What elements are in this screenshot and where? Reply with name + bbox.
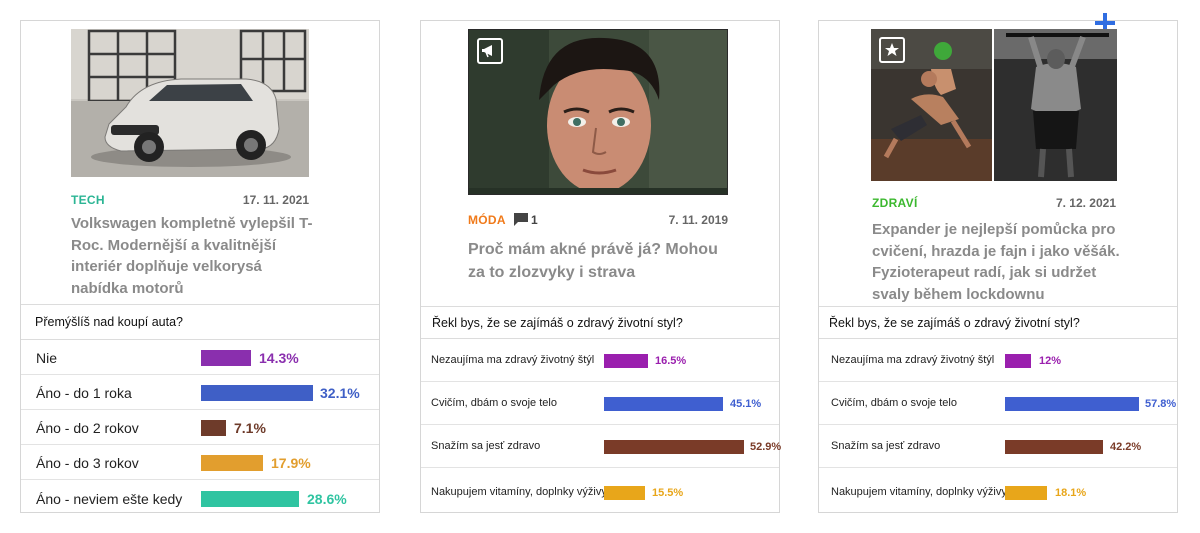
poll-option[interactable]: Nakupujem vitamíny, doplnky výživy 15.5% bbox=[421, 468, 779, 515]
poll-option[interactable]: Cvičím, dbám o svoje telo 45.1% bbox=[421, 382, 779, 425]
poll-percent: 18.1% bbox=[1055, 487, 1087, 499]
poll-option[interactable]: Cvičím, dbám o svoje telo 57.8% bbox=[819, 382, 1177, 425]
article-date: 17. 11. 2021 bbox=[242, 193, 309, 207]
poll-bar bbox=[604, 440, 744, 454]
poll-option-label: Nie bbox=[36, 350, 58, 366]
article-title[interactable]: Expander je nejlepší pomůcka pro cvičení… bbox=[872, 221, 1120, 303]
poll-question: Přemýšlíš nad koupí auta? bbox=[21, 305, 379, 340]
comment-icon[interactable] bbox=[514, 213, 528, 226]
category-label[interactable]: ZDRAVÍ bbox=[872, 196, 918, 210]
poll-bar bbox=[201, 491, 299, 507]
poll-percent: 7.1% bbox=[234, 420, 266, 436]
poll-option-label: Snažím sa jesť zdravo bbox=[831, 440, 941, 452]
poll-bar bbox=[604, 397, 723, 411]
poll-bar bbox=[1005, 440, 1103, 454]
poll-option-label: Áno - neviem ešte kedy bbox=[36, 491, 183, 507]
poll-option[interactable]: Nezaujíma ma zdravý životný štýl 12% bbox=[819, 339, 1177, 382]
poll-question: Řekl bys, že se zajímáš o zdravý životní… bbox=[819, 307, 1177, 339]
poll-option-label: Nakupujem vitamíny, doplnky výživy bbox=[431, 486, 607, 498]
poll-option[interactable]: Nie 14.3% bbox=[21, 340, 379, 375]
poll-option-label: Áno - do 3 rokov bbox=[36, 455, 139, 471]
poll-percent: 12% bbox=[1039, 355, 1062, 367]
poll-percent: 42.2% bbox=[1110, 441, 1142, 453]
article-date: 7. 11. 2019 bbox=[668, 213, 728, 227]
poll-option[interactable]: Nezaujíma ma zdravý životný štýl 16.5% bbox=[421, 339, 779, 382]
star-icon bbox=[879, 37, 905, 63]
poll-option[interactable]: Snažím sa jesť zdravo 52.9% bbox=[421, 425, 782, 468]
poll-option[interactable]: Áno - do 3 rokov 17.9% bbox=[21, 445, 379, 480]
poll-option-label: Snažím sa jesť zdravo bbox=[431, 440, 541, 452]
poll-bar bbox=[604, 354, 648, 368]
poll-option[interactable]: Áno - do 1 roka 32.1% bbox=[21, 375, 379, 410]
poll-option-label: Nakupujem vitamíny, doplnky výživy bbox=[831, 486, 1007, 498]
poll-question: Řekl bys, že se zajímáš o zdravý životní… bbox=[421, 307, 779, 339]
megaphone-icon bbox=[477, 38, 503, 64]
poll-bar bbox=[604, 486, 645, 500]
poll-bar bbox=[201, 350, 251, 366]
poll-option[interactable]: Nakupujem vitamíny, doplnky výživy 18.1% bbox=[819, 468, 1177, 515]
poll-percent: 16.5% bbox=[655, 355, 687, 367]
poll-bar bbox=[1005, 486, 1047, 500]
poll-percent: 52.9% bbox=[750, 441, 782, 453]
poll-bar bbox=[201, 455, 263, 471]
category-label[interactable]: TECH bbox=[71, 193, 105, 207]
poll: Řekl bys, že se zajímáš o zdravý životní… bbox=[819, 306, 1177, 514]
poll-percent: 32.1% bbox=[320, 385, 360, 401]
poll-option-label: Nezaujíma ma zdravý životný štýl bbox=[831, 354, 995, 366]
portrait-photo[interactable] bbox=[468, 29, 728, 195]
poll: Přemýšlíš nad koupí auta? Nie 14.3% Áno … bbox=[21, 304, 379, 514]
poll-option[interactable]: Áno - do 2 rokov 7.1% bbox=[21, 410, 379, 445]
poll-percent: 28.6% bbox=[307, 491, 347, 507]
article-card-tech[interactable]: TECH 17. 11. 2021 Volkswagen kompletně v… bbox=[20, 20, 380, 513]
poll-option-label: Áno - do 2 rokov bbox=[36, 420, 139, 436]
article-card-fashion[interactable]: MÓDA 1 7. 11. 2019 Proč mám akné právě j… bbox=[420, 20, 782, 515]
poll-bar bbox=[1005, 354, 1031, 368]
poll-bar bbox=[201, 420, 226, 436]
poll-option-label: Nezaujíma ma zdravý životný štýl bbox=[431, 354, 595, 366]
car-photo[interactable] bbox=[71, 29, 309, 177]
poll-option-label: Áno - do 1 roka bbox=[36, 385, 132, 401]
poll-percent: 45.1% bbox=[730, 398, 762, 410]
article-date: 7. 12. 2021 bbox=[1055, 196, 1116, 210]
article-title[interactable]: Volkswagen kompletně vylepšil T-Roc. Mod… bbox=[71, 215, 313, 297]
article-title[interactable]: Proč mám akné právě já? Mohou za to zloz… bbox=[468, 241, 718, 281]
poll-option[interactable]: Snažím sa jesť zdravo 42.2% bbox=[819, 425, 1177, 468]
poll-bar bbox=[201, 385, 313, 401]
poll-bar bbox=[1005, 397, 1139, 411]
poll-percent: 15.5% bbox=[652, 487, 684, 499]
poll-option[interactable]: Áno - neviem ešte kedy 28.6% bbox=[21, 480, 379, 515]
add-plus-icon[interactable] bbox=[1095, 13, 1115, 33]
poll-percent: 57.8% bbox=[1145, 398, 1177, 410]
poll-percent: 14.3% bbox=[259, 350, 299, 366]
comment-count[interactable]: 1 bbox=[531, 213, 538, 227]
fitness-photo[interactable] bbox=[871, 29, 1117, 181]
poll-option-label: Cvičím, dbám o svoje telo bbox=[831, 397, 957, 409]
poll-percent: 17.9% bbox=[271, 455, 311, 471]
article-card-health[interactable]: ZDRAVÍ 7. 12. 2021 Expander je nejlepší … bbox=[818, 13, 1178, 514]
category-label[interactable]: MÓDA bbox=[468, 213, 506, 227]
poll: Řekl bys, že se zajímáš o zdravý životní… bbox=[421, 306, 782, 515]
poll-option-label: Cvičím, dbám o svoje telo bbox=[431, 397, 557, 409]
